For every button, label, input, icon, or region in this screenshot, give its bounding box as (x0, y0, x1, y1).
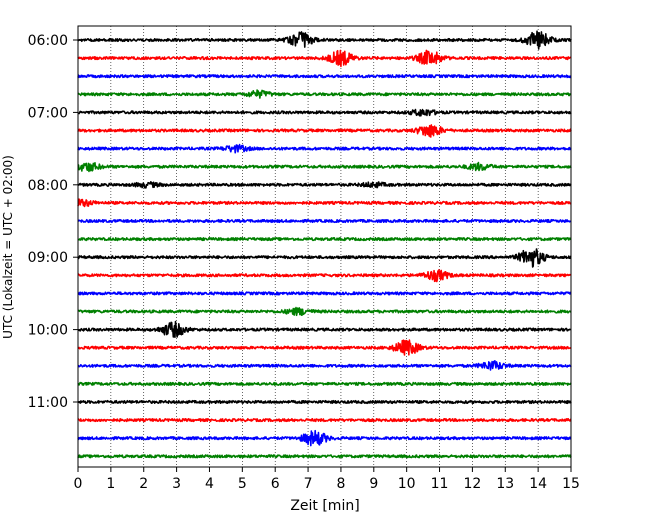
x-tick-label: 5 (238, 476, 247, 492)
y-tick-label: 06:00 (28, 33, 68, 49)
x-tick-label: 3 (172, 476, 181, 492)
trace-line (77, 237, 572, 242)
trace-line (77, 269, 572, 283)
y-tick-label: 10:00 (28, 323, 68, 339)
plot-frame (77, 25, 572, 468)
x-tick-label: 1 (106, 476, 115, 492)
x-tick-label: 0 (74, 476, 83, 492)
y-axis: 06:00 07:00 08:00 09:00 10:00 11:00 (28, 33, 78, 411)
x-tick-label: 10 (398, 476, 416, 492)
trace-line (77, 218, 572, 224)
x-tick-label: 11 (431, 476, 449, 492)
x-tick-label: 13 (496, 476, 514, 492)
trace-line (77, 49, 572, 68)
y-tick-label: 08:00 (28, 178, 68, 194)
trace-line (77, 381, 572, 386)
trace-line (77, 180, 572, 189)
x-tick-label: 7 (304, 476, 313, 492)
x-axis: 0 1 2 3 4 5 6 7 8 9 10 11 12 13 14 15 (74, 467, 580, 492)
y-tick-label: 09:00 (28, 250, 68, 266)
trace-line (77, 30, 572, 50)
trace-line (77, 399, 572, 405)
trace-line (77, 74, 572, 79)
x-tick-label: 15 (562, 476, 580, 492)
trace-line (77, 198, 572, 208)
trace-line (77, 248, 572, 268)
x-tick-label: 14 (529, 476, 547, 492)
trace-line (77, 418, 572, 423)
x-tick-label: 9 (369, 476, 378, 492)
x-tick-label: 6 (271, 476, 280, 492)
trace-line (77, 454, 572, 459)
trace-line (77, 161, 572, 173)
x-tick-label: 12 (463, 476, 481, 492)
trace-line (77, 360, 572, 371)
x-tick-label: 4 (205, 476, 214, 492)
x-tick-label: 2 (139, 476, 148, 492)
trace-line (77, 339, 572, 356)
x-tick-label: 8 (336, 476, 345, 492)
trace-line (77, 108, 572, 117)
trace-line (77, 320, 572, 338)
trace-line (77, 143, 572, 154)
y-tick-label: 11:00 (28, 395, 68, 411)
x-axis-title: Zeit [min] (290, 498, 359, 514)
trace-line (77, 124, 572, 138)
y-tick-label: 07:00 (28, 105, 68, 121)
trace-layer (77, 30, 572, 459)
trace-line (77, 429, 572, 447)
y-axis-title: UTC (Lokalzeit = UTC + 02:00) (1, 155, 15, 339)
trace-line (77, 89, 572, 99)
trace-line (77, 306, 572, 317)
trace-line (77, 291, 572, 296)
